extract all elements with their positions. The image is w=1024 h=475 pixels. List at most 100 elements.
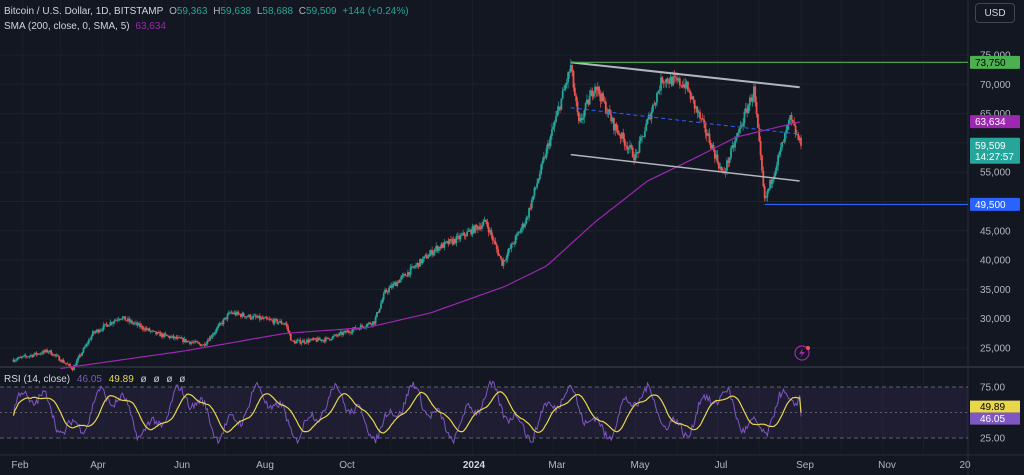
candle-body — [225, 317, 228, 320]
candle-body — [40, 353, 43, 355]
candle-body — [483, 219, 486, 222]
candle-body — [320, 339, 323, 341]
time-axis-tick: Jun — [174, 460, 190, 471]
candle-body — [373, 321, 376, 324]
candle-body — [561, 90, 564, 99]
candle-body — [159, 332, 162, 337]
candle-body — [755, 102, 758, 115]
candle-body — [149, 331, 152, 332]
candle-body — [386, 291, 389, 293]
candle-body — [77, 357, 79, 361]
candle-body — [308, 340, 311, 343]
candle-body — [514, 235, 517, 244]
candle-body — [121, 317, 124, 320]
candle-body — [36, 353, 39, 355]
rsi-ma-value: 49.89 — [108, 374, 134, 385]
candle-body — [38, 353, 40, 355]
candle-body — [793, 122, 796, 126]
candle-body — [512, 243, 514, 245]
candle-body — [627, 148, 630, 150]
candle-body — [79, 354, 82, 356]
candle-body — [583, 110, 586, 118]
candle-body — [608, 109, 611, 115]
low-label: L — [256, 6, 263, 17]
candle-body — [117, 319, 120, 321]
candle-body — [771, 179, 774, 184]
candle-body — [437, 246, 440, 251]
candle-body — [289, 333, 292, 341]
candle-body — [447, 240, 450, 245]
candle-body — [180, 337, 183, 339]
candle-body — [568, 71, 571, 73]
candle-body — [194, 341, 197, 343]
candle-body — [35, 352, 38, 355]
candle-body — [730, 148, 732, 158]
candle-body — [58, 356, 61, 361]
candle-body — [299, 339, 302, 344]
candle-body — [652, 104, 654, 112]
candle-body — [183, 338, 186, 343]
candle-body — [446, 240, 448, 242]
candle-body — [93, 331, 96, 333]
candle-body — [170, 336, 172, 339]
low-value: 58,688 — [262, 6, 294, 17]
candle-body — [579, 118, 582, 122]
candle-body — [654, 102, 657, 106]
candle-body — [552, 126, 555, 130]
candle-body — [112, 322, 114, 324]
candle-body — [203, 344, 206, 346]
candle-body — [646, 118, 649, 124]
candle-body — [135, 322, 137, 324]
candle-body — [258, 315, 261, 320]
candle-body — [789, 115, 792, 120]
candle-body — [268, 319, 271, 320]
candle-body — [122, 316, 125, 318]
sma-price-tag: 63,634 — [975, 117, 1006, 128]
candle-body — [584, 103, 587, 111]
candle-body — [606, 112, 609, 114]
candle-body — [548, 143, 551, 146]
candle-body — [693, 99, 696, 109]
candle-body — [412, 266, 415, 268]
candle-body — [152, 330, 155, 332]
candle-body — [143, 329, 145, 331]
candle-body — [582, 117, 584, 121]
candle-body — [522, 224, 525, 227]
price-axis-tick: 55,000 — [980, 168, 1011, 179]
currency-button[interactable]: USD — [975, 3, 1015, 23]
candle-body — [572, 70, 575, 88]
candle-body — [407, 272, 409, 277]
candle-body — [641, 136, 644, 138]
candle-body — [300, 342, 303, 344]
candle-body — [680, 85, 683, 87]
candle-body — [248, 314, 250, 317]
rsi-extra: ø — [179, 374, 186, 385]
candle-body — [423, 256, 425, 259]
candle-body — [588, 95, 591, 105]
candle-body — [237, 311, 240, 314]
candle-body — [91, 331, 94, 336]
candle-body — [133, 323, 136, 324]
candle-body — [661, 77, 664, 83]
candle-body — [779, 147, 782, 152]
rsi-line — [13, 379, 802, 445]
candle-body — [393, 282, 396, 284]
time-axis-tick: 20 — [959, 460, 971, 471]
close-label: C — [298, 6, 307, 17]
candle-body — [521, 224, 524, 229]
rsi-tag-bg — [970, 412, 1020, 425]
channel-mid-line — [570, 107, 800, 135]
candle-body — [269, 319, 272, 321]
candle-body — [431, 250, 434, 256]
candle-body — [108, 325, 110, 327]
candle-body — [191, 342, 194, 344]
candle-body — [73, 365, 75, 371]
candle-body — [635, 152, 638, 154]
candle-body — [734, 140, 736, 148]
candle-body — [271, 319, 273, 321]
candle-body — [707, 133, 710, 136]
candle-body — [717, 162, 720, 169]
candle-body — [462, 232, 464, 235]
candle-body — [279, 320, 281, 323]
